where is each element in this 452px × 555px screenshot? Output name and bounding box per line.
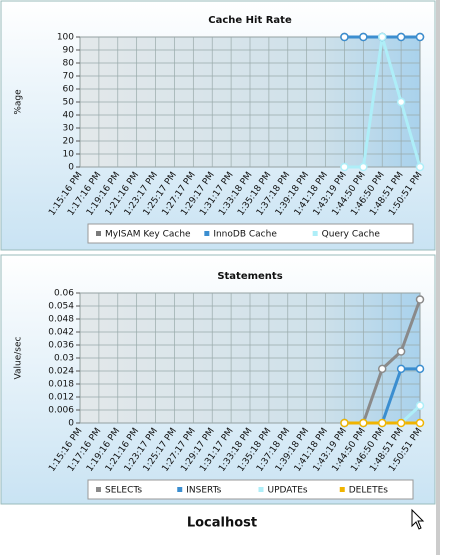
y-tick-label: 50 <box>63 98 75 108</box>
point <box>377 32 387 42</box>
legend-label: InnoDB Cache <box>213 230 277 240</box>
chart-title: Cache Hit Rate <box>208 15 292 26</box>
y-tick-label: 10 <box>63 150 75 160</box>
y-tick-label: 70 <box>63 72 75 82</box>
y-tick-label: 20 <box>63 137 75 147</box>
y-tick-label: 90 <box>63 46 75 56</box>
shadow <box>436 0 440 555</box>
legend-swatch <box>339 487 345 492</box>
footer: Localhost <box>187 516 257 531</box>
point <box>359 162 368 172</box>
point <box>415 295 425 304</box>
y-axis-label: %age <box>14 89 24 115</box>
y-tick-label: 0.06 <box>54 289 74 299</box>
y-tick-label: 0.03 <box>54 354 74 364</box>
point <box>415 401 425 410</box>
y-tick-label: 0.036 <box>48 341 74 351</box>
y-tick-label: 30 <box>63 124 75 134</box>
point <box>396 97 406 107</box>
point <box>359 418 368 428</box>
legend-label: Query Cache <box>322 230 381 240</box>
legend-swatch <box>258 487 264 492</box>
legend-swatch <box>96 231 101 236</box>
point <box>396 418 406 428</box>
y-tick-label: 0.042 <box>48 328 74 338</box>
y-tick-label: 40 <box>63 111 75 121</box>
y-tick-label: 0.006 <box>48 406 74 416</box>
point <box>396 364 406 374</box>
legend-label: INSERTs <box>186 486 221 496</box>
y-axis-label: Value/sec <box>14 336 24 379</box>
point <box>396 32 406 42</box>
point <box>415 162 425 172</box>
legend-label: DELETEs <box>349 486 389 496</box>
y-tick-label: 0.054 <box>48 302 74 312</box>
legend-swatch <box>312 231 318 236</box>
y-tick-label: 0 <box>68 419 74 429</box>
y-tick-label: 80 <box>63 59 75 69</box>
point <box>415 364 425 374</box>
y-tick-label: 0.018 <box>48 380 74 390</box>
legend-swatch <box>96 487 101 492</box>
legend-swatch <box>177 487 183 492</box>
y-tick-label: 100 <box>57 33 74 43</box>
point <box>415 32 425 42</box>
point <box>340 418 349 428</box>
legend-label: UPDATEs <box>268 486 308 496</box>
legend-swatch <box>204 231 210 236</box>
legend <box>87 479 414 500</box>
legend-label: SELECTs <box>105 486 142 496</box>
y-tick-label: 0.024 <box>48 367 74 377</box>
point <box>340 162 349 172</box>
point <box>377 364 387 374</box>
legend <box>87 223 414 244</box>
point <box>415 418 425 428</box>
y-tick-label: 0.012 <box>48 393 74 403</box>
point <box>377 418 387 428</box>
chart-title: Statements <box>217 271 282 282</box>
legend-label: MyISAM Key Cache <box>105 230 191 240</box>
point <box>359 32 368 42</box>
y-tick-label: 0.048 <box>48 315 74 325</box>
y-tick-label: 60 <box>63 85 75 95</box>
point <box>340 32 349 42</box>
point <box>396 347 406 356</box>
cursor <box>411 508 425 530</box>
y-tick-label: 0 <box>68 163 74 173</box>
